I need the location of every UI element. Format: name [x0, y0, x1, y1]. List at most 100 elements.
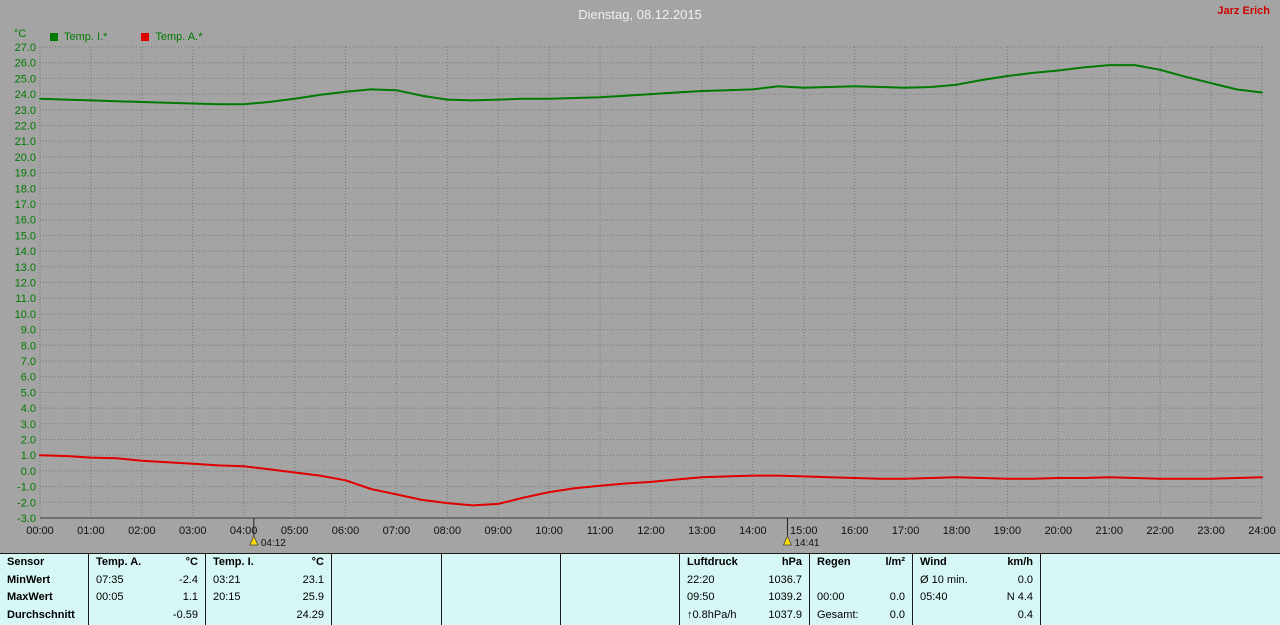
x-tick-label: 24:00	[1248, 525, 1276, 537]
y-tick-label: 11.0	[15, 293, 36, 305]
group-header-label: Wind	[920, 556, 947, 568]
table-group-header	[561, 554, 679, 572]
table-data-row	[810, 572, 912, 590]
cell-time: 03:21	[213, 573, 241, 586]
cell-value: 1036.7	[768, 573, 802, 586]
row-label-text: MinWert	[7, 573, 51, 586]
table-data-row	[442, 589, 560, 607]
marker-time-label: 04:12	[261, 538, 286, 549]
x-tick-label: 07:00	[383, 525, 411, 537]
table-row-label: MinWert	[0, 572, 88, 590]
x-tick-label: 15:00	[790, 525, 818, 537]
x-tick-label: 00:00	[26, 525, 54, 537]
table-group-header	[332, 554, 441, 572]
cell-time: 05:40	[920, 591, 948, 603]
cell-time: 22:20	[687, 573, 715, 586]
y-tick-label: 17.0	[15, 199, 36, 211]
y-tick-label: 0.0	[21, 466, 36, 478]
group-header-label: Temp. I.	[213, 556, 254, 568]
table-data-row	[561, 572, 679, 590]
table-data-row	[561, 589, 679, 607]
cell-time: Gesamt:	[817, 608, 859, 621]
series-line-temp-a	[39, 454, 1263, 507]
cell-time: 00:00	[817, 591, 845, 603]
user-name: Jarz Erich	[1217, 5, 1270, 17]
x-tick-label: 16:00	[841, 525, 869, 537]
y-tick-label: 20.0	[15, 152, 36, 164]
y-tick-label: 27.0	[15, 42, 36, 54]
y-tick-label: 23.0	[15, 105, 36, 117]
y-tick-label: 26.0	[15, 58, 36, 70]
cell-value: -2.4	[179, 573, 198, 586]
row-label-text: MaxWert	[7, 591, 53, 603]
cell-time: 09:50	[687, 591, 715, 603]
temperature-chart: -3.0 -2.0 -1.0 0.0 1.0 2.0 3.0 4.0 5.0 6.0 7.0 8.0 9…	[15, 42, 1276, 549]
table-group-temp-i: Temp. I. °C 03:21 23.1 20:15 25.9 24.29	[205, 554, 331, 625]
cell-value: 0.4	[1017, 608, 1033, 621]
table-data-row: Ø 10 min. 0.0	[913, 572, 1040, 590]
table-group-wind: Wind km/h Ø 10 min. 0.0 05:40 N 4.4 0.4	[912, 554, 1040, 625]
cell-value: 1.1	[182, 591, 198, 603]
x-tick-label: 03:00	[179, 525, 207, 537]
y-tick-label: -2.0	[17, 497, 36, 509]
temp-i-swatch-icon	[50, 33, 58, 41]
group-header-label: Temp. A.	[96, 556, 142, 568]
y-tick-label: 25.0	[15, 73, 36, 85]
legend-item-temp-i: Temp. I.*	[50, 31, 107, 43]
table-data-row: 00:00 0.0	[810, 589, 912, 607]
table-data-row: 07:35 -2.4	[89, 572, 205, 590]
legend-label-temp-a: Temp. A.*	[155, 31, 203, 43]
cell-time: 00:05	[96, 591, 124, 603]
y-tick-label: 19.0	[15, 168, 36, 180]
cell-value: N 4.4	[1006, 591, 1033, 603]
table-group-header: Regen l/m²	[810, 554, 912, 572]
cell-value: 1039.2	[768, 591, 802, 603]
chart-legend: Temp. I.* Temp. A.*	[50, 31, 202, 43]
y-tick-label: 16.0	[15, 215, 36, 227]
table-group-empty-4	[560, 554, 679, 625]
x-tick-label: 05:00	[281, 525, 309, 537]
x-tick-label: 11:00	[587, 525, 614, 537]
marker-time-label: 14:41	[794, 538, 819, 549]
y-tick-label: 7.0	[21, 356, 36, 368]
cell-value: 23.1	[302, 573, 324, 586]
x-tick-label: 14:00	[739, 525, 767, 537]
table-data-row: 24.29	[206, 607, 331, 625]
group-header-label: Regen	[817, 556, 851, 568]
x-tick-label: 20:00	[1045, 525, 1073, 537]
group-unit-label: °C	[185, 556, 198, 568]
table-data-row	[332, 589, 441, 607]
y-tick-label: 3.0	[21, 419, 36, 431]
group-unit-label: km/h	[1007, 556, 1033, 568]
y-tick-label: 8.0	[21, 340, 36, 352]
series-line-temp-i	[39, 64, 1263, 106]
x-tick-label: 08:00	[434, 525, 462, 537]
y-tick-label: -3.0	[17, 513, 36, 525]
legend-label-temp-i: Temp. I.*	[64, 31, 108, 43]
y-tick-label: 2.0	[21, 435, 36, 447]
stats-table: Sensor MinWert MaxWert Durchschnitt Temp. A.…	[0, 553, 1280, 625]
x-tick-label: 19:00	[994, 525, 1022, 537]
table-row-label: MaxWert	[0, 589, 88, 607]
table-group-empty-2	[331, 554, 441, 625]
table-group-header: Temp. I. °C	[206, 554, 331, 572]
table-group-empty-3	[441, 554, 560, 625]
table-row-label-column: Sensor MinWert MaxWert Durchschnitt	[0, 554, 88, 625]
x-tick-label: 04:00	[230, 525, 258, 537]
y-axis-unit-label: °C	[14, 28, 27, 40]
x-tick-label: 23:00	[1197, 525, 1225, 537]
y-tick-label: 10.0	[15, 309, 36, 321]
table-data-row: 09:50 1039.2	[680, 589, 809, 607]
y-tick-label: 1.0	[21, 450, 36, 462]
table-data-row: 03:21 23.1	[206, 572, 331, 590]
table-data-row	[442, 607, 560, 625]
table-group-header: Temp. A. °C	[89, 554, 205, 572]
y-tick-label: 15.0	[15, 230, 36, 242]
table-group-header	[442, 554, 560, 572]
table-group-header: Wind km/h	[913, 554, 1040, 572]
y-tick-label: 24.0	[15, 89, 36, 101]
x-tick-label: 22:00	[1146, 525, 1174, 537]
cell-value: 0.0	[889, 591, 905, 603]
table-row-label: Durchschnitt	[0, 607, 88, 625]
